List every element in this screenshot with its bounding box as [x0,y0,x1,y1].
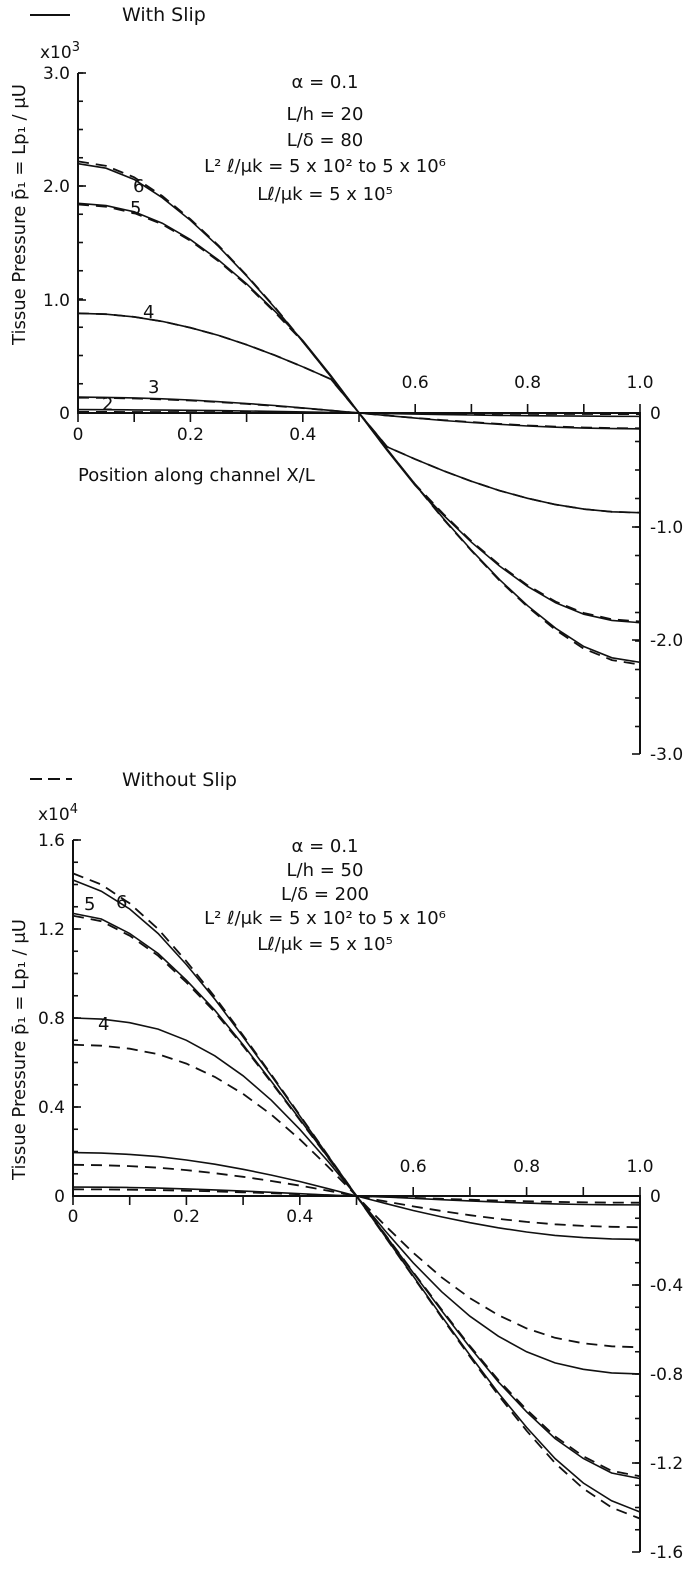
x-tick-label-bottom: 0.4 [286,1207,313,1227]
legend-with-slip-label: With Slip [122,4,206,26]
y-tick-label-left: 3.0 [43,64,70,84]
curve-label-5: 5 [84,894,95,915]
curve-2-without-slip [72,1188,641,1204]
chart-bottom: x104 Tissue Pressure p̄₁ = Lp₁ / μU α = … [9,802,683,1563]
curve-label-6: 6 [133,176,144,197]
axis-ticks-top: 3.02.01.00 0-1.0-2.0-3.00 0.2 0.40.6 0.8 1.0 [43,64,683,765]
y-tick-label-left: 2.0 [43,177,70,197]
x-axis-label-top: Position along channel X/L [78,465,315,486]
parameter-block-bottom: α = 0.1 L/h = 50 L/δ = 200 L² ℓ/μk = 5 x 10… [204,836,446,955]
parameter-line: Lℓ/μk = 5 x 10⁵ [257,184,393,205]
curve-3-without-slip [72,1163,641,1229]
y-axis-label-bottom: Tissue Pressure p̄₁ = Lp₁ / μU [9,919,30,1181]
parameter-line: α = 0.1 [291,836,358,857]
parameter-line: α = 0.1 [291,72,358,93]
y-tick-label-left: 1.0 [43,291,70,311]
parameter-line: L/δ = 200 [281,884,369,905]
x-tick-label-top: 0.8 [513,1157,540,1177]
x-tick-label-top: 1.0 [626,1157,653,1177]
curve-labels-bottom: 4 5 6 [84,892,127,1035]
y-tick-label-left: 0 [54,1187,65,1207]
parameter-line: L/δ = 80 [287,130,364,151]
legend-without-slip: Without Slip [30,769,237,791]
x-tick-label-top: 1.0 [626,373,653,393]
y-tick-label-left: 0.8 [38,1009,65,1029]
curve-label-5: 5 [130,198,141,219]
y-tick-label-right: -1.6 [650,1543,683,1563]
x-tick-label-bottom: 0 [73,425,84,445]
curve-label-3: 3 [148,377,159,398]
y-axis-label-top: Tissue Pressure p̄₁ = Lp₁ / μU [9,84,30,346]
curves-bottom [72,872,641,1520]
curve-label-4: 4 [143,302,154,323]
y-tick-label-right: 0 [650,1187,661,1207]
y-tick-label-right: -1.0 [650,518,683,538]
y-multiplier-top: x103 [40,40,80,63]
y-tick-label-right: -0.4 [650,1276,683,1296]
y-multiplier-bottom: x104 [38,802,78,825]
y-tick-label-right: -1.2 [650,1454,683,1474]
y-tick-label-left: 0 [59,404,70,424]
curve-2-without-slip [78,411,640,415]
x-tick-label-bottom: 0.2 [177,425,204,445]
legend-with-slip: With Slip [30,4,206,26]
x-tick-label-top: 0.8 [514,373,541,393]
y-tick-label-right: 0 [650,404,661,424]
y-tick-label-right: -2.0 [650,631,683,651]
x-tick-label-bottom: 0 [68,1207,79,1227]
curve-label-6: 6 [116,892,127,913]
parameter-line: L² ℓ/μk = 5 x 10² to 5 x 10⁶ [204,908,446,929]
y-tick-label-right: -0.8 [650,1365,683,1385]
y-tick-label-left: 1.2 [38,920,65,940]
y-tick-label-right: -3.0 [650,745,683,765]
parameter-block-top: α = 0.1 L/h = 20 L/δ = 80 L² ℓ/μk = 5 x 10²… [204,72,446,205]
parameter-line: L/h = 50 [287,860,364,881]
curve-label-2: 2 [102,394,113,415]
chart-top: x103 Tissue Pressure p̄₁ = Lp₁ / μU Posi… [9,40,683,765]
legend-without-slip-label: Without Slip [122,769,237,791]
x-tick-label-top: 0.6 [400,1157,427,1177]
y-tick-label-left: 1.6 [38,831,65,851]
curves-top [77,160,641,666]
x-tick-label-top: 0.6 [402,373,429,393]
curve-5-without-slip [72,914,641,1478]
parameter-line: L² ℓ/μk = 5 x 10² to 5 x 10⁶ [204,156,446,177]
y-tick-label-left: 0.4 [38,1098,65,1118]
curve-3-without-slip [77,396,641,430]
curve-6-without-slip [77,160,641,666]
curve-labels-top: 2 3 4 56 [102,176,159,415]
x-tick-label-bottom: 0.2 [173,1207,200,1227]
parameter-line: Lℓ/μk = 5 x 10⁵ [257,934,393,955]
curve-label-4: 4 [98,1014,109,1035]
curve-6-without-slip [72,872,641,1520]
parameter-line: L/h = 20 [287,104,364,125]
x-tick-label-bottom: 0.4 [289,425,316,445]
